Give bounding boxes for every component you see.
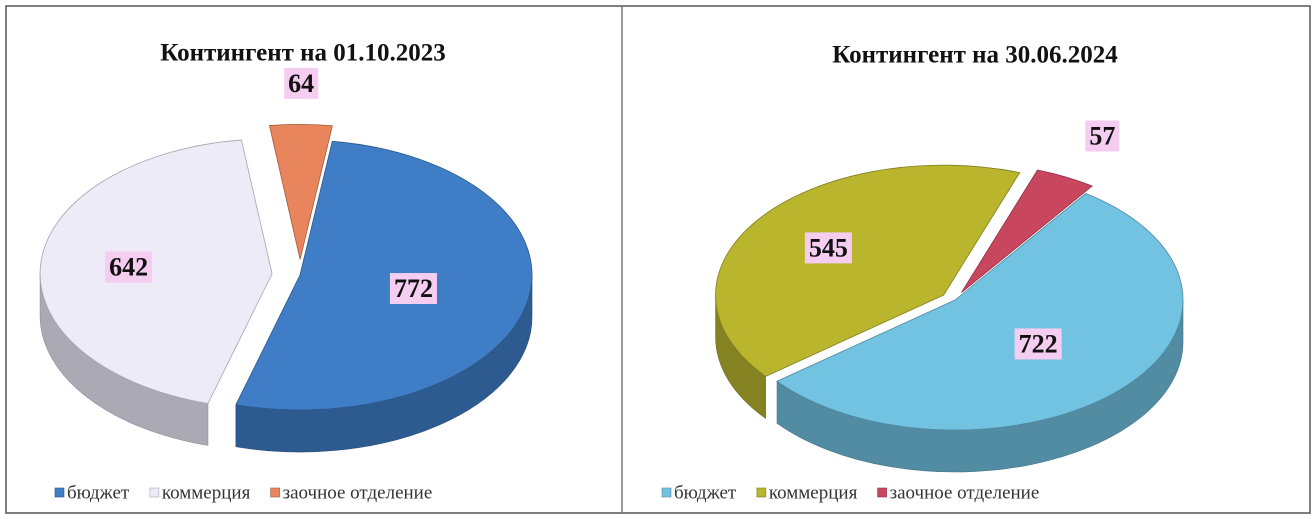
legend-label: коммерция [162,482,251,503]
slice [39,139,273,404]
legend-label: заочное отделение [283,482,433,503]
legend-label: заочное отделение [890,482,1040,503]
value-label-box [284,67,319,99]
legend-swatch [661,487,672,498]
value-label-box [389,273,437,305]
legend-label: коммерция [769,482,858,503]
slice [776,193,1184,431]
slice [235,140,533,411]
frame [5,5,1311,514]
value-label: 64 [288,69,314,98]
legend-label: бюджет [674,482,737,503]
value-label: 772 [394,274,433,303]
legend-swatch [149,487,160,498]
value-label: 57 [1089,121,1115,150]
value-label: 545 [809,233,848,262]
chart-title: Контингент на 01.10.2023 [160,40,446,67]
value-label-box [804,232,852,264]
legend-label: бюджет [67,482,130,503]
legend-swatch [877,487,887,498]
slice [961,169,1093,293]
legend-swatch [270,487,280,498]
value-label-box [105,251,153,283]
legend-swatch [54,487,65,498]
value-label: 722 [1019,329,1058,358]
value-label-box [1085,120,1120,152]
slice [715,164,1021,377]
value-label-box [1014,328,1062,360]
legend-swatch [756,487,767,498]
value-label: 642 [109,253,148,282]
slice [268,124,333,260]
chart-title: Контингент на 30.06.2024 [832,42,1118,69]
